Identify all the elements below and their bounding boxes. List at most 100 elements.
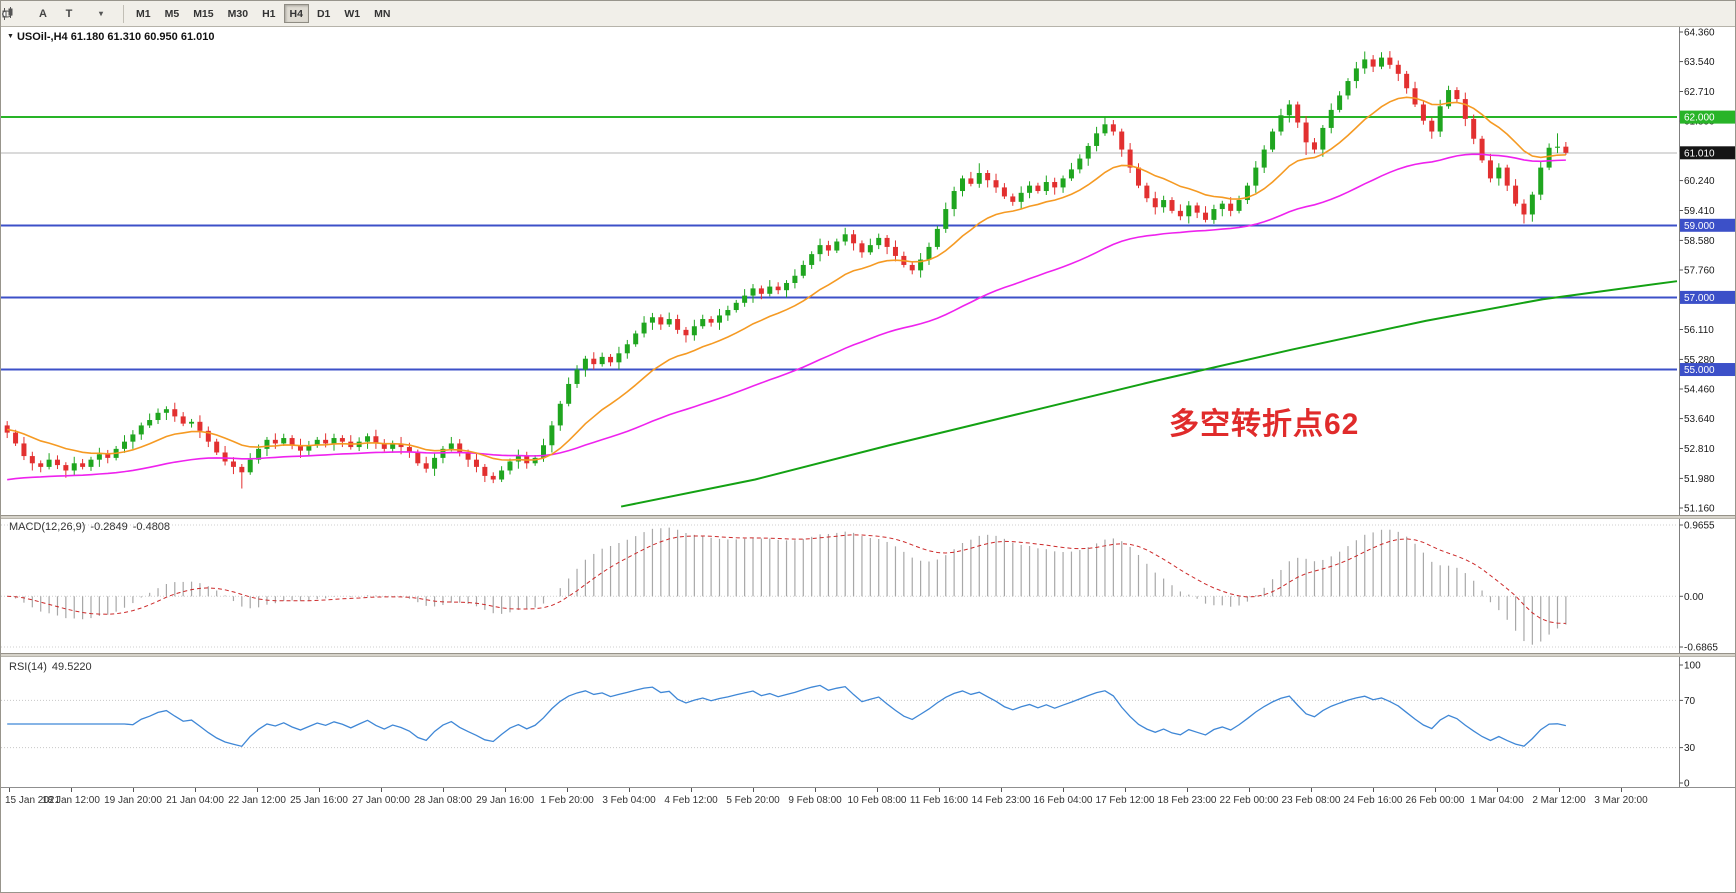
time-axis-label: 9 Feb 08:00 xyxy=(788,795,842,806)
time-axis-tick xyxy=(815,788,816,792)
time-axis-label: 18 Feb 23:00 xyxy=(1157,795,1217,806)
time-axis-label: 28 Jan 08:00 xyxy=(414,795,472,806)
time-axis-label: 19 Jan 20:00 xyxy=(104,795,162,806)
time-axis-tick xyxy=(505,788,506,792)
price-axis[interactable]: 64.36063.54062.71061.89061.06060.24059.4… xyxy=(1679,27,1736,515)
annotation-a-button[interactable]: A xyxy=(31,4,55,24)
time-axis-tick xyxy=(1249,788,1250,792)
time-axis-tick xyxy=(1621,788,1622,792)
time-axis-tick xyxy=(1063,788,1064,792)
macd-main-value: -0.2849 xyxy=(90,521,128,533)
timeframe-button-m15[interactable]: M15 xyxy=(187,4,219,23)
time-axis-label: 17 Feb 12:00 xyxy=(1095,795,1155,806)
toolbar-separator xyxy=(123,4,124,23)
svg-text:62.000: 62.000 xyxy=(1684,113,1715,124)
time-axis-tick xyxy=(1001,788,1002,792)
annotation-a-label: A xyxy=(39,7,47,20)
rsi-line xyxy=(7,684,1567,748)
price-axis-label: 52.810 xyxy=(1684,444,1715,455)
price-axis-label: 62.710 xyxy=(1684,87,1715,98)
timeframe-button-h4[interactable]: H4 xyxy=(283,4,309,23)
time-axis-label: 2 Mar 12:00 xyxy=(1532,795,1586,806)
time-axis-label: 27 Jan 00:00 xyxy=(352,795,410,806)
timeframe-button-m1[interactable]: M1 xyxy=(130,4,157,23)
price-axis-label: 56.110 xyxy=(1684,325,1714,336)
price-axis-label: 57.760 xyxy=(1684,266,1715,277)
chart-title-text: USOil-,H4 61.180 61.310 60.950 61.010 xyxy=(16,31,215,43)
macd-axis-label: 0.9655 xyxy=(1684,521,1715,532)
time-axis-label: 4 Feb 12:00 xyxy=(664,795,718,806)
panel-splitter[interactable] xyxy=(1,653,1735,657)
time-axis-tick xyxy=(1435,788,1436,792)
symbol-marker-icon: ▼ xyxy=(7,33,14,40)
time-axis-label: 18 Jan 12:00 xyxy=(42,795,100,806)
time-axis-label: 1 Feb 20:00 xyxy=(540,795,594,806)
time-axis[interactable]: 15 Jan 2021 18 Jan 12:00 19 Jan 20:00 21 Ja… xyxy=(1,787,1735,811)
rsi-value: 49.5220 xyxy=(51,661,92,673)
time-axis-tick xyxy=(939,788,940,792)
ma-medium-line xyxy=(7,153,1566,481)
dropdown-caret-icon: ▾ xyxy=(98,9,103,18)
price-tag-57.000: 57.000 xyxy=(1680,290,1735,304)
time-axis-tick xyxy=(71,788,72,792)
ma-fast-line xyxy=(7,96,1566,461)
price-tag-61.010: 61.010 xyxy=(1680,146,1735,160)
price-axis-label: 55.280 xyxy=(1684,355,1715,366)
shapes-tool-button[interactable]: ▾ xyxy=(2,4,117,24)
timeframe-button-m30[interactable]: M30 xyxy=(222,4,254,23)
price-axis-label: 64.360 xyxy=(1684,28,1715,39)
timeframe-button-d1[interactable]: D1 xyxy=(311,4,336,23)
macd-label-text: MACD(12,26,9) xyxy=(9,521,86,533)
time-axis-tick xyxy=(381,788,382,792)
time-axis-label: 22 Jan 12:00 xyxy=(228,795,286,806)
rsi-axis[interactable]: 100 70 30 0 xyxy=(1679,657,1702,787)
time-axis-tick xyxy=(319,788,320,792)
timeframe-button-w1[interactable]: W1 xyxy=(338,4,366,23)
main-chart-canvas[interactable]: 64.36063.54062.71061.89061.06060.24059.4… xyxy=(1,27,1736,515)
text-tool-label: T xyxy=(65,7,73,20)
toolbar: A T ▾ M1 M5 M15 M30 H1 H4 D1 W1 MN xyxy=(1,1,1735,27)
panel-splitter[interactable] xyxy=(1,515,1735,519)
rsi-axis-label: 70 xyxy=(1684,696,1696,707)
time-axis-tick xyxy=(257,788,258,792)
chart-annotation-text: 多空转折点62 xyxy=(1169,408,1360,441)
timeframe-button-mn[interactable]: MN xyxy=(368,4,396,23)
rsi-panel-canvas[interactable]: 100 70 30 0 xyxy=(1,657,1736,787)
svg-text:55.000: 55.000 xyxy=(1684,365,1715,376)
macd-signal-value: -0.4808 xyxy=(132,521,171,533)
time-axis-tick xyxy=(877,788,878,792)
macd-axis-label: 0.00 xyxy=(1684,592,1704,603)
timeframe-button-m5[interactable]: M5 xyxy=(159,4,186,23)
price-tag-55.000: 55.000 xyxy=(1680,363,1735,377)
rsi-indicator-label: RSI(14) 49.5220 xyxy=(9,661,97,673)
time-axis-tick xyxy=(1311,788,1312,792)
macd-panel-canvas[interactable]: 0.9655 0.00 -0.6865 xyxy=(1,519,1736,653)
time-axis-label: 1 Mar 04:00 xyxy=(1470,795,1524,806)
text-tool-button[interactable]: T xyxy=(57,4,81,24)
price-tag-62.000: 62.000 xyxy=(1680,110,1735,124)
time-axis-tick xyxy=(195,788,196,792)
macd-histogram xyxy=(14,527,1567,645)
price-axis-label: 54.460 xyxy=(1684,385,1715,396)
svg-text:57.000: 57.000 xyxy=(1684,293,1715,304)
svg-text:61.010: 61.010 xyxy=(1684,148,1715,159)
time-axis-label: 22 Feb 00:00 xyxy=(1219,795,1279,806)
time-axis-tick xyxy=(1125,788,1126,792)
macd-axis[interactable]: 0.9655 0.00 -0.6865 xyxy=(1679,519,1719,653)
rsi-axis-label: 30 xyxy=(1684,743,1696,754)
time-axis-tick xyxy=(9,788,10,792)
svg-text:59.000: 59.000 xyxy=(1684,221,1715,232)
time-axis-tick xyxy=(133,788,134,792)
shapes-icon xyxy=(2,10,12,17)
price-axis-label: 51.980 xyxy=(1684,474,1715,485)
time-axis-tick xyxy=(1497,788,1498,792)
time-axis-tick xyxy=(1559,788,1560,792)
time-axis-tick xyxy=(629,788,630,792)
timeframe-button-h1[interactable]: H1 xyxy=(256,4,281,23)
price-axis-label: 60.240 xyxy=(1684,176,1715,187)
time-axis-label: 25 Jan 16:00 xyxy=(290,795,348,806)
time-axis-tick xyxy=(1373,788,1374,792)
time-axis-label: 29 Jan 16:00 xyxy=(476,795,534,806)
macd-signal-line xyxy=(7,534,1566,624)
drawing-tools-group: A T ▾ xyxy=(2,4,117,24)
